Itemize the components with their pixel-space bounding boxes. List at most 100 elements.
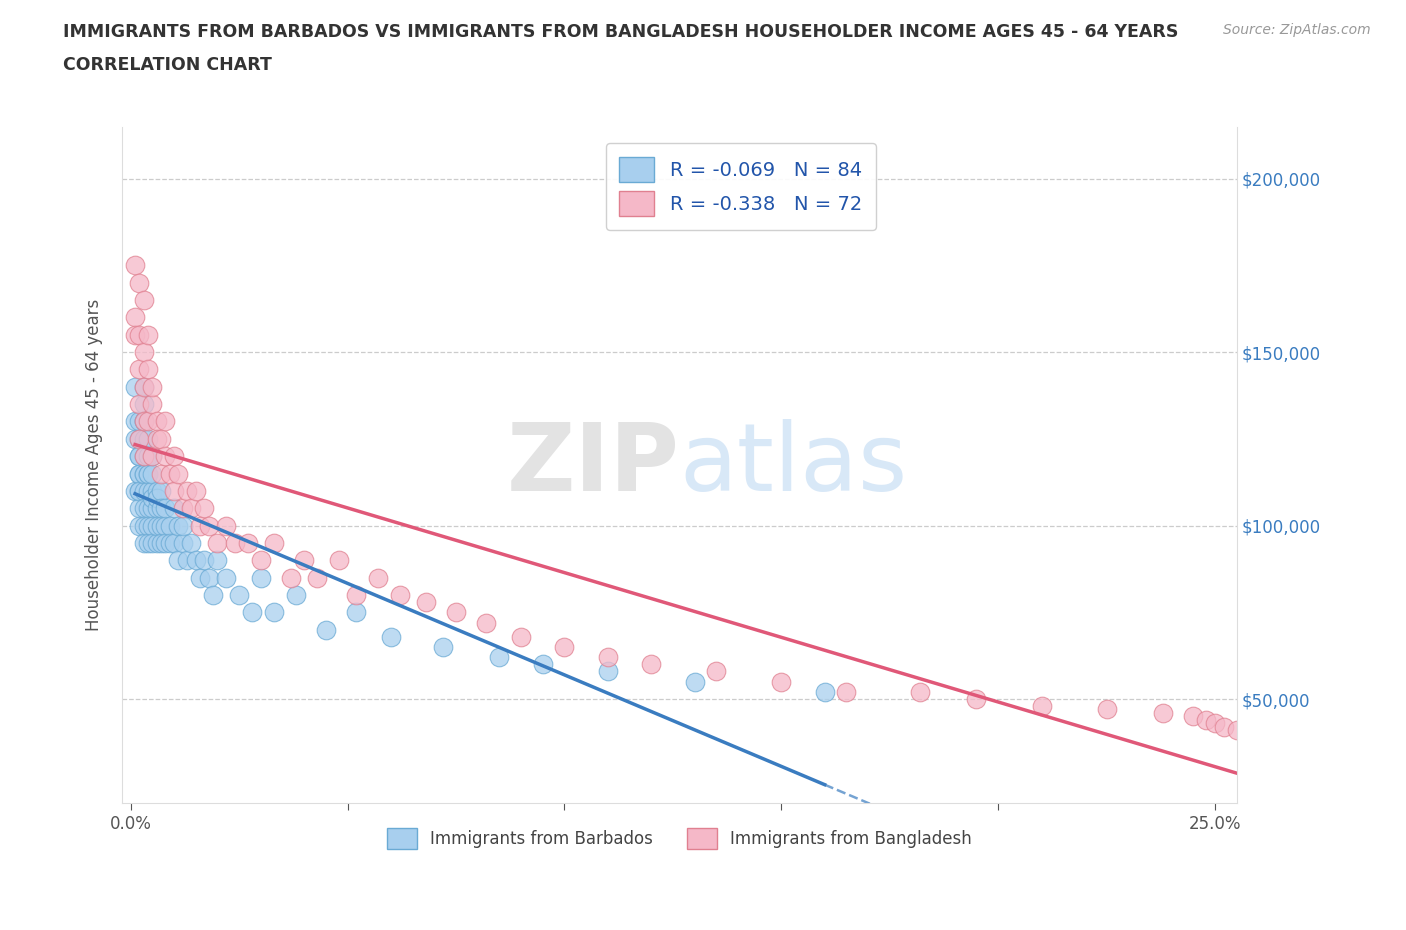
Point xyxy=(141,500,163,515)
Point xyxy=(132,345,155,360)
Point xyxy=(159,466,181,481)
Point xyxy=(141,449,163,464)
Point xyxy=(172,536,194,551)
Point xyxy=(1031,698,1053,713)
Point xyxy=(145,414,167,429)
Point xyxy=(193,552,215,567)
Point xyxy=(141,379,163,394)
Point xyxy=(908,684,931,699)
Point xyxy=(150,518,173,533)
Point xyxy=(193,500,215,515)
Point xyxy=(150,484,173,498)
Point xyxy=(207,536,229,551)
Point xyxy=(159,518,181,533)
Point xyxy=(132,397,155,412)
Point xyxy=(141,536,163,551)
Point xyxy=(155,500,177,515)
Point xyxy=(124,310,146,325)
Point xyxy=(172,500,194,515)
Point xyxy=(141,466,163,481)
Point xyxy=(145,518,167,533)
Point xyxy=(488,650,510,665)
Point xyxy=(167,466,190,481)
Point xyxy=(136,484,159,498)
Point xyxy=(124,379,146,394)
Point xyxy=(141,518,163,533)
Point xyxy=(188,518,211,533)
Point xyxy=(1182,709,1205,724)
Point xyxy=(250,552,273,567)
Point xyxy=(136,362,159,377)
Text: IMMIGRANTS FROM BARBADOS VS IMMIGRANTS FROM BANGLADESH HOUSEHOLDER INCOME AGES 4: IMMIGRANTS FROM BARBADOS VS IMMIGRANTS F… xyxy=(63,23,1178,41)
Point xyxy=(150,466,173,481)
Point xyxy=(136,536,159,551)
Point xyxy=(141,449,163,464)
Point xyxy=(444,604,467,619)
Point xyxy=(124,327,146,342)
Point xyxy=(128,500,150,515)
Point xyxy=(124,414,146,429)
Point xyxy=(136,327,159,342)
Point xyxy=(136,414,159,429)
Point xyxy=(315,622,337,637)
Point xyxy=(132,449,155,464)
Point xyxy=(180,500,202,515)
Point xyxy=(683,674,706,689)
Point xyxy=(136,432,159,446)
Point xyxy=(1152,706,1174,721)
Point xyxy=(132,379,155,394)
Point xyxy=(280,570,302,585)
Point xyxy=(150,432,173,446)
Point xyxy=(207,552,229,567)
Point xyxy=(328,552,350,567)
Y-axis label: Householder Income Ages 45 - 64 years: Householder Income Ages 45 - 64 years xyxy=(86,299,103,631)
Point xyxy=(198,570,221,585)
Point xyxy=(132,518,155,533)
Point xyxy=(128,414,150,429)
Point xyxy=(132,500,155,515)
Point xyxy=(510,629,533,644)
Point xyxy=(145,536,167,551)
Text: Source: ZipAtlas.com: Source: ZipAtlas.com xyxy=(1223,23,1371,37)
Point xyxy=(128,518,150,533)
Text: ZIP: ZIP xyxy=(506,418,679,511)
Point xyxy=(1247,730,1270,745)
Point xyxy=(128,466,150,481)
Point xyxy=(132,414,155,429)
Point xyxy=(159,536,181,551)
Point xyxy=(145,500,167,515)
Point xyxy=(415,594,437,609)
Point xyxy=(136,449,159,464)
Point xyxy=(128,362,150,377)
Point xyxy=(141,484,163,498)
Text: atlas: atlas xyxy=(679,418,908,511)
Point xyxy=(307,570,329,585)
Point xyxy=(132,414,155,429)
Point xyxy=(240,604,263,619)
Point xyxy=(132,379,155,394)
Point xyxy=(141,490,163,505)
Point xyxy=(215,570,238,585)
Point xyxy=(388,588,411,603)
Point xyxy=(132,293,155,308)
Point xyxy=(132,449,155,464)
Point xyxy=(176,552,198,567)
Point xyxy=(128,327,150,342)
Point xyxy=(475,616,498,631)
Point xyxy=(136,466,159,481)
Legend: Immigrants from Barbados, Immigrants from Bangladesh: Immigrants from Barbados, Immigrants fro… xyxy=(381,821,979,856)
Point xyxy=(128,466,150,481)
Point xyxy=(1204,716,1226,731)
Point xyxy=(150,536,173,551)
Point xyxy=(163,536,186,551)
Point xyxy=(704,664,727,679)
Point xyxy=(155,536,177,551)
Point xyxy=(155,414,177,429)
Point xyxy=(128,484,150,498)
Point xyxy=(132,466,155,481)
Point xyxy=(1268,733,1291,748)
Point xyxy=(128,275,150,290)
Point xyxy=(172,518,194,533)
Point xyxy=(1226,723,1249,737)
Point xyxy=(188,570,211,585)
